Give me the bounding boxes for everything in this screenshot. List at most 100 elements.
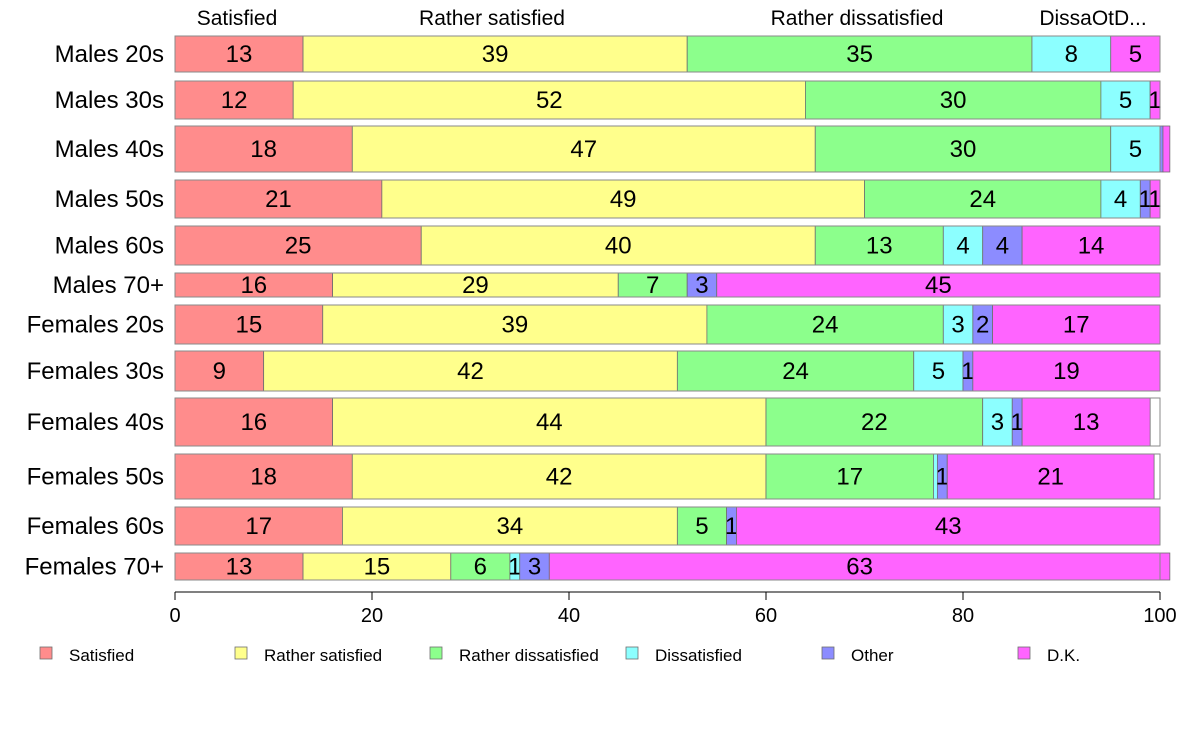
bar-segment [174, 179, 383, 219]
legend-item: Other [821, 646, 894, 665]
category-label: Males 50s [55, 186, 164, 213]
data-label: 6 [474, 554, 487, 581]
bar-segment [332, 272, 619, 298]
bar-outline [174, 304, 1161, 345]
data-label: 1 [961, 358, 974, 385]
data-label: 13 [1073, 409, 1100, 436]
data-label: 15 [236, 312, 263, 339]
x-tick-label: 100 [1143, 605, 1176, 627]
data-label: 1 [508, 554, 521, 581]
top-label: Rather satisfied [419, 7, 565, 30]
bar-row: 13 15 6 1 3 63 [174, 552, 1171, 581]
bar-segment [381, 179, 865, 219]
top-label: Satisfied [197, 7, 278, 30]
data-label: 52 [536, 87, 563, 114]
legend-item: Rather dissatisfied [429, 646, 599, 665]
bar-segment [1110, 125, 1161, 173]
legend-item: D.K. [1017, 646, 1080, 665]
data-label: 3 [528, 554, 541, 581]
data-label: 39 [501, 312, 528, 339]
legend-swatch [429, 646, 443, 660]
data-label: 30 [940, 87, 967, 114]
bar-row: 25 40 13 4 4 14 [174, 225, 1161, 266]
data-label: 3 [951, 312, 964, 339]
data-label: 21 [1037, 464, 1064, 491]
bar-segment [942, 225, 984, 266]
category-label: Males 20s [55, 41, 164, 68]
bar-segment [1162, 125, 1171, 173]
data-label: 42 [457, 358, 484, 385]
data-label: 9 [213, 358, 226, 385]
data-label: 4 [1114, 186, 1127, 213]
data-label: 5 [1129, 41, 1142, 68]
data-label: 35 [846, 41, 873, 68]
data-label: 17 [836, 464, 863, 491]
bar-segment [174, 125, 353, 173]
bar-segment [302, 35, 688, 73]
x-tick-label: 20 [361, 605, 383, 627]
bar-segment [765, 397, 984, 447]
data-label: 1 [725, 513, 738, 540]
bar-outline [174, 225, 1161, 266]
bar-segment [174, 272, 334, 298]
legend-label: Satisfied [69, 646, 134, 665]
data-label: 47 [570, 136, 597, 163]
data-label: 16 [240, 409, 267, 436]
data-label: 24 [969, 186, 996, 213]
legend-swatch [1017, 646, 1031, 660]
legend-swatch [625, 646, 639, 660]
bar-row: 12 52 30 5 1 [174, 80, 1162, 120]
data-label: 44 [536, 409, 563, 436]
data-label: 24 [812, 312, 839, 339]
legend-item: Satisfied [39, 646, 134, 665]
bar-segment [1100, 80, 1151, 120]
data-label: 63 [846, 554, 873, 581]
data-label: 17 [1063, 312, 1090, 339]
top-label: DissaOtD... [1039, 7, 1146, 30]
bar-segment [174, 35, 304, 73]
data-label: 40 [605, 233, 632, 260]
data-label: 17 [245, 513, 272, 540]
data-label: 45 [925, 272, 952, 299]
x-tick-label: 60 [755, 605, 777, 627]
bar-segment [332, 397, 767, 447]
data-label: 13 [226, 41, 253, 68]
bar-outline [174, 35, 1161, 73]
data-label: 3 [695, 272, 708, 299]
legend-label: Rather satisfied [264, 646, 382, 665]
bar-segment [982, 397, 1013, 447]
bar-segment [519, 552, 550, 581]
data-label: 15 [364, 554, 391, 581]
data-label: 43 [935, 513, 962, 540]
bar-outline [174, 80, 1161, 120]
data-label: 12 [221, 87, 248, 114]
bar-row: 18 47 30 5 [174, 125, 1171, 173]
data-label: 49 [610, 186, 637, 213]
x-tick-label: 0 [169, 605, 180, 627]
data-label: 5 [1129, 136, 1142, 163]
bar-segment [946, 453, 1155, 500]
bar-row: 18 42 17 1 21 [174, 453, 1161, 500]
category-label: Females 50s [27, 464, 164, 491]
data-label: 4 [996, 233, 1009, 260]
data-label: 1 [936, 464, 949, 491]
category-labels: Males 20s Males 30s Males 40s Males 50s Male… [25, 41, 164, 581]
data-label: 5 [695, 513, 708, 540]
bar-segment [992, 304, 1161, 345]
bar-row: 17 34 5 1 43 [174, 506, 1161, 546]
bar-row: 13 39 35 8 5 [174, 35, 1161, 73]
data-label: 24 [782, 358, 809, 385]
bar-outline [174, 272, 1161, 298]
bar-outline [174, 125, 1161, 173]
data-label: 8 [1065, 41, 1078, 68]
bar-row: 9 42 24 5 1 19 [174, 350, 1161, 392]
data-label: 25 [285, 233, 312, 260]
bar-row: 21 49 24 4 11 [174, 179, 1162, 219]
category-label: Females 20s [27, 312, 164, 339]
x-axis: 0 20 40 60 80 100 [169, 591, 1177, 627]
bar-segment [174, 453, 353, 500]
data-label: 13 [866, 233, 893, 260]
bar-row: 16 44 22 3 1 13 [174, 397, 1161, 447]
category-label: Females 70+ [25, 554, 164, 581]
